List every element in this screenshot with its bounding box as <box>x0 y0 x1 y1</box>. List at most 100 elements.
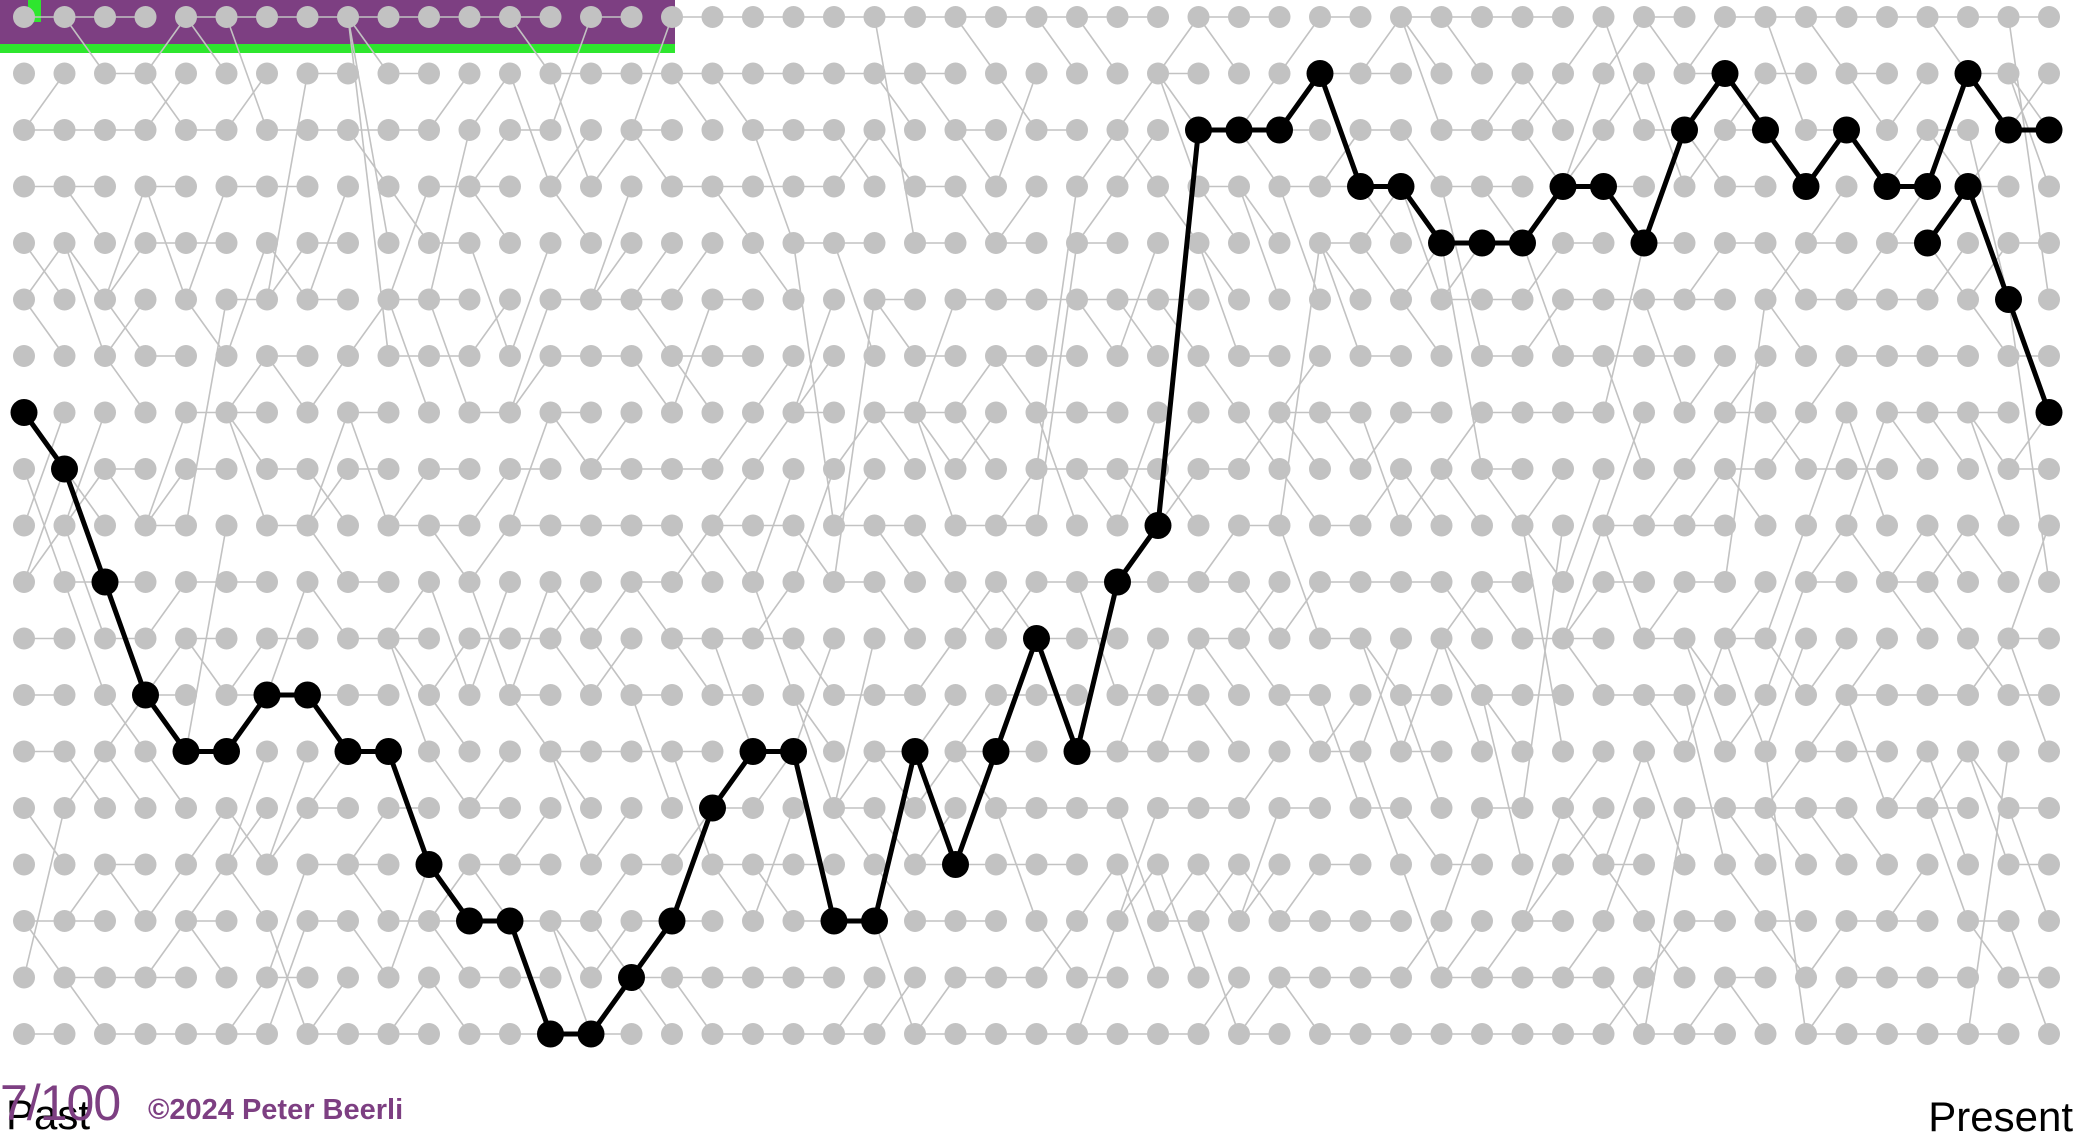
individual-node <box>1147 571 1169 593</box>
individual-node <box>1876 232 1898 254</box>
ancestry-edge <box>1967 412 2010 470</box>
individual-node <box>1511 514 1534 537</box>
individual-node <box>256 288 278 311</box>
individual-node <box>1754 571 1777 593</box>
individual-node <box>1228 910 1250 932</box>
lineage-ancestor-node <box>253 681 281 709</box>
individual-node <box>1835 232 1858 254</box>
individual-node <box>1997 514 2020 537</box>
individual-node <box>661 571 683 593</box>
individual-node <box>134 175 157 198</box>
individual-node <box>1876 288 1898 311</box>
ancestry-edge <box>671 242 714 300</box>
individual-node <box>1957 6 1979 28</box>
individual-node <box>94 175 116 198</box>
ancestry-edge <box>144 468 187 526</box>
individual-node <box>134 6 157 28</box>
individual-node <box>863 288 886 311</box>
individual-node <box>1147 740 1169 763</box>
individual-node <box>296 401 319 424</box>
individual-node <box>701 288 724 311</box>
ancestry-edge <box>468 129 511 187</box>
ancestry-edge <box>1440 920 1483 978</box>
ancestry-edge <box>1278 468 1321 526</box>
individual-node <box>1187 62 1210 85</box>
individual-node <box>580 571 602 593</box>
lineage-edge <box>1155 127 1201 528</box>
individual-node <box>701 232 724 254</box>
individual-node <box>1187 458 1210 480</box>
ancestry-edge <box>1967 412 2010 526</box>
individual-node <box>1390 684 1412 706</box>
individual-node <box>377 62 400 85</box>
ancestry-edge <box>63 242 106 300</box>
individual-node <box>1187 740 1210 763</box>
ancestry-edge <box>1359 638 1402 696</box>
ancestry-edge <box>1967 638 2010 696</box>
individual-node <box>296 514 319 537</box>
individual-node <box>1147 966 1169 989</box>
individual-node <box>1066 966 1088 989</box>
individual-node <box>337 288 359 311</box>
individual-node <box>782 458 805 480</box>
ancestry-edge <box>63 412 106 526</box>
ancestry-edge <box>63 16 106 74</box>
individual-node <box>1066 119 1088 141</box>
individual-node <box>175 684 197 706</box>
individual-node <box>175 175 197 198</box>
individual-node <box>1147 6 1169 28</box>
individual-node <box>1916 62 1939 85</box>
individual-node <box>296 345 319 367</box>
individual-node <box>580 853 602 876</box>
ancestry-edge <box>671 751 714 865</box>
individual-node <box>134 797 157 819</box>
ancestry-edge <box>428 525 471 583</box>
individual-node <box>1754 288 1777 311</box>
individual-node <box>1309 910 1331 932</box>
individual-node <box>13 232 35 254</box>
individual-node <box>1633 684 1655 706</box>
individual-node <box>742 401 764 424</box>
ancestry-edge <box>104 186 147 300</box>
individual-node <box>620 797 643 819</box>
individual-node <box>1390 627 1412 650</box>
individual-node <box>863 1023 886 1045</box>
individual-node <box>823 627 845 650</box>
individual-node <box>1552 232 1574 254</box>
ancestry-edge <box>225 412 268 526</box>
ancestry-edge <box>509 807 552 865</box>
individual-node <box>2038 853 2060 876</box>
ancestry-edge <box>1805 186 1848 244</box>
individual-node <box>1106 6 1129 28</box>
ancestry-edge <box>23 242 66 300</box>
ancestry-edge <box>1521 864 1564 922</box>
individual-node <box>1309 966 1331 989</box>
individual-node <box>256 6 278 28</box>
ancestry-edge <box>1521 242 1564 357</box>
individual-node <box>2038 514 2060 537</box>
individual-node <box>1390 966 1412 989</box>
individual-node <box>13 62 35 85</box>
individual-node <box>418 232 440 254</box>
ancestry-edge <box>1967 751 2010 865</box>
individual-node <box>53 62 76 85</box>
individual-node <box>215 966 238 989</box>
ancestry-edge <box>1724 299 1767 583</box>
individual-node <box>1754 6 1777 28</box>
individual-node <box>1754 1023 1777 1045</box>
ancestry-edge <box>2007 920 2050 1035</box>
individual-node <box>742 966 764 989</box>
ancestry-edge <box>1683 16 1726 74</box>
ancestry-edge <box>914 525 957 583</box>
individual-node <box>1673 910 1696 932</box>
ancestry-edge <box>590 638 633 696</box>
individual-node <box>782 232 805 254</box>
individual-node <box>944 1023 967 1045</box>
individual-node <box>1754 514 1777 537</box>
individual-node <box>418 458 440 480</box>
ancestry-edge <box>1197 525 1240 583</box>
ancestry-edge <box>1562 638 1605 696</box>
individual-node <box>1390 232 1412 254</box>
individual-node <box>1471 175 1493 198</box>
individual-node <box>215 345 238 367</box>
